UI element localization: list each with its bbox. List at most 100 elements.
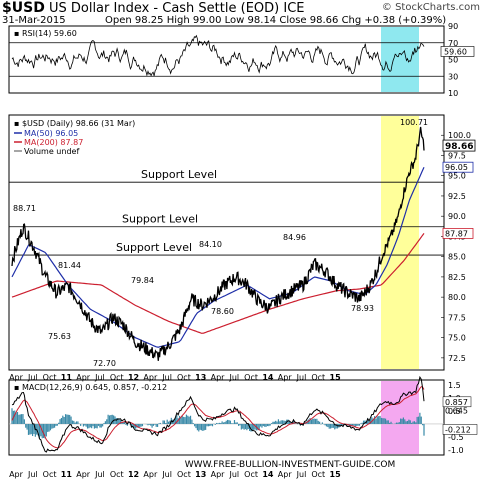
rsi-value-box: [440, 46, 475, 57]
x-axis-label: Oct: [43, 373, 57, 382]
x-axis-label: Jul: [27, 373, 38, 382]
price-tick-label: 92.5: [448, 192, 466, 201]
price-tick-label: 90.0: [448, 212, 466, 221]
price-title: ▪ $USD (Daily) 98.66 (31 Mar): [14, 119, 135, 128]
x-axis-label: Jul: [94, 470, 105, 479]
macd-tick-label: 0.5: [448, 407, 461, 416]
rsi-tick-label: 50: [448, 56, 458, 65]
x-axis-label: Apr: [278, 373, 293, 382]
x-axis-label: 12: [128, 470, 139, 479]
macd-value-box: [442, 396, 472, 408]
ohlc-readout: Open 98.25 High 99.00 Low 98.14 Close 98…: [105, 15, 447, 26]
macd-tick-label: 1.5: [448, 381, 461, 390]
price-annotation: 88.71: [13, 204, 36, 213]
x-axis-label: Jul: [228, 470, 239, 479]
macd-tick-label: -0.5: [448, 433, 464, 442]
x-axis-label: 11: [61, 373, 73, 382]
price-tick-label: 97.5: [448, 151, 466, 160]
price-annotation: 84.96: [283, 233, 306, 242]
x-axis-label: 14: [262, 373, 274, 382]
support-label: Support Level: [116, 241, 192, 254]
x-axis-label: Oct: [244, 373, 258, 382]
rsi-tick-label: 10: [448, 89, 458, 98]
x-axis-label: 14: [262, 470, 274, 479]
x-axis-label: Oct: [177, 373, 191, 382]
x-axis-label: 11: [61, 470, 73, 479]
macd-title: ▪ MACD(12,26,9) 0.645, 0.857, -0.212: [14, 383, 167, 392]
x-axis-label: Apr: [143, 373, 158, 382]
x-axis-label: Jul: [94, 373, 105, 382]
close-value-box: [442, 139, 476, 152]
price-tick-label: 82.5: [448, 273, 466, 282]
x-axis-label: Apr: [9, 373, 24, 382]
x-axis-label: Jul: [27, 470, 38, 479]
x-axis-label: 12: [128, 373, 139, 382]
price-annotation: 78.93: [351, 304, 374, 313]
x-axis-label: Apr: [76, 373, 91, 382]
watermark: WWW.FREE-BULLION-INVESTMENT-GUIDE.COM: [185, 460, 395, 470]
price-highlight: [380, 116, 419, 369]
x-axis-label: Oct: [43, 470, 57, 479]
legend-entry: MA(50) 96.05: [24, 129, 78, 138]
x-axis-label: Apr: [9, 470, 24, 479]
macd-title-bg: [12, 382, 210, 392]
x-axis-label: Oct: [311, 373, 325, 382]
rsi-value-label: 59.60: [444, 47, 467, 56]
support-label: Support Level: [122, 213, 198, 226]
x-axis-label: Oct: [244, 470, 258, 479]
x-axis-label: 15: [330, 470, 342, 479]
rsi-tick-label: 90: [448, 22, 458, 31]
price-annotation: 79.84: [131, 276, 154, 285]
legend-entry: MA(200) 87.87: [24, 138, 83, 147]
price-annotation: 75.63: [48, 332, 71, 341]
ma50-line: [11, 166, 425, 348]
rsi-panel: [8, 25, 445, 94]
x-axis-label: Oct: [110, 470, 124, 479]
x-axis-label: 15: [330, 373, 342, 382]
macd-value-label: 0.857: [445, 398, 468, 407]
chart-date: 31-Mar-2015: [2, 15, 66, 26]
close-value-label: 98.66: [445, 142, 473, 152]
rsi-highlight: [380, 27, 419, 92]
x-axis-label: 13: [195, 373, 206, 382]
ma50-value-box: [442, 161, 474, 173]
ma50-value-label: 96.05: [445, 163, 468, 172]
ma200-value-box: [442, 228, 474, 239]
x-axis-label: Oct: [177, 470, 191, 479]
price-legend-bg: [12, 117, 162, 157]
macd-signal-line: [11, 386, 425, 449]
price-tick-label: 75.0: [448, 334, 466, 343]
chart-title: $USD US Dollar Index - Cash Settle (EOD)…: [2, 0, 305, 16]
x-axis-label: Jul: [296, 373, 307, 382]
x-axis-label: Jul: [296, 470, 307, 479]
x-axis-label: Jul: [228, 373, 239, 382]
rsi-tick-label: 30: [448, 72, 458, 81]
rsi-line: [11, 34, 425, 77]
x-axis-label: Jul: [161, 373, 172, 382]
price-tick-label: 95.0: [448, 172, 466, 181]
x-axis-label: Apr: [211, 470, 226, 479]
price-annotation: 100.71: [400, 118, 428, 127]
price-annotation: 84.10: [199, 240, 222, 249]
macd-line: [11, 375, 425, 453]
price-tick-label: 80.0: [448, 293, 466, 302]
price-annotation: 78.60: [211, 307, 234, 316]
x-axis-label: Apr: [278, 470, 293, 479]
price-tick-label: 100.0: [448, 131, 471, 140]
rsi-title-bg: [13, 28, 83, 37]
ma200-value-label: 87.87: [445, 229, 468, 238]
x-axis-label: Apr: [143, 470, 158, 479]
macd-value-label: 0.645: [445, 406, 468, 415]
macd-value-label: -0.212: [445, 425, 471, 434]
x-axis-label: Jul: [161, 470, 172, 479]
legend-entry: Volume undef: [24, 147, 79, 156]
x-axis-label: 13: [195, 470, 206, 479]
price-tick-label: 77.5: [448, 313, 466, 322]
rsi-tick-label: 70: [448, 39, 458, 48]
x-axis-label: Oct: [311, 470, 325, 479]
price-tick-label: 72.5: [448, 354, 466, 363]
price-panel: [8, 114, 445, 371]
stockcharts-brand: © StockCharts.com: [381, 2, 480, 13]
ma200-line: [11, 233, 425, 334]
